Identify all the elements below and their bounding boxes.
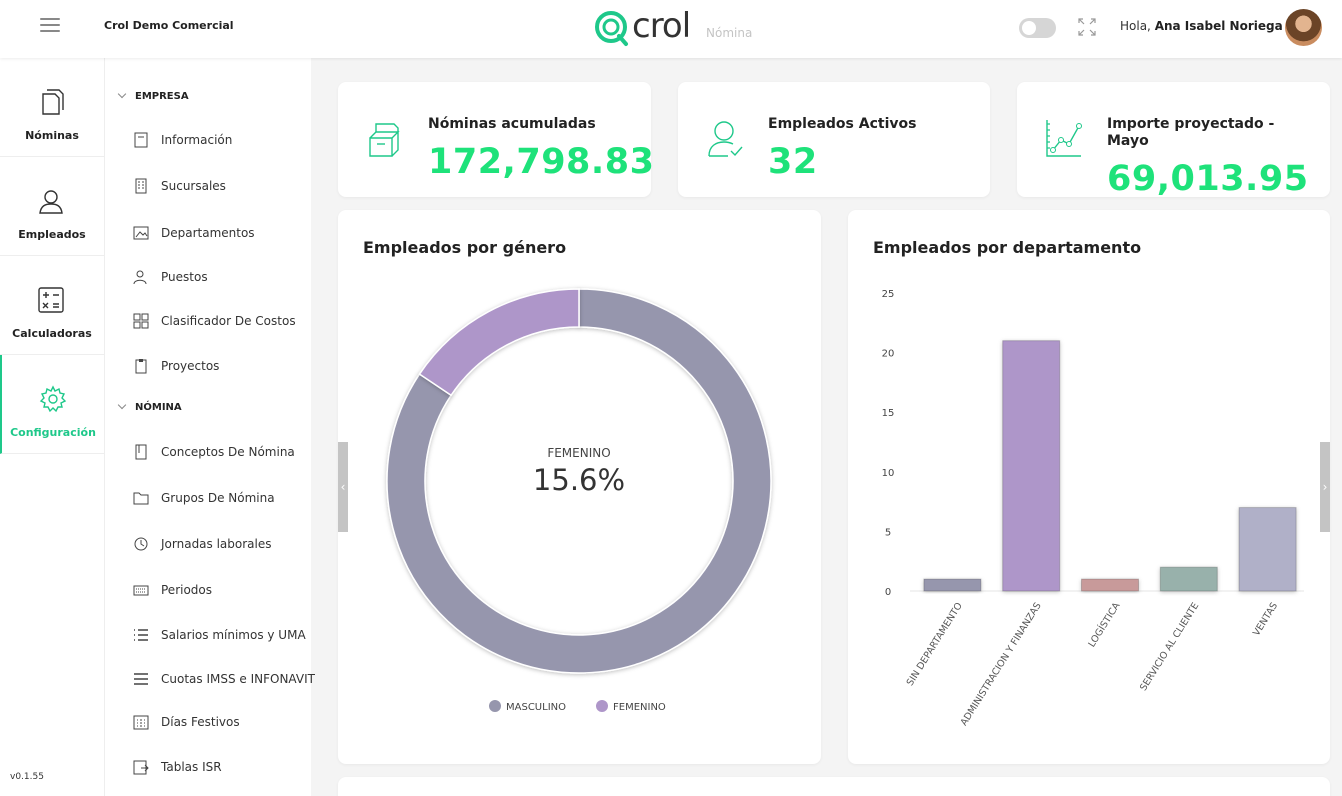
folder-icon [133, 492, 149, 505]
carousel-next-arrow[interactable]: › [1320, 442, 1330, 532]
x-tick-label: SIN DEPARTAMENTO [905, 601, 965, 688]
kpi-value: 32 [768, 142, 818, 182]
chart-card-departamento: Empleados por departamento 0 5 10 15 20 25 SI… [848, 210, 1330, 764]
top-header: Crol Demo Comercial crol Nómina Hola, An… [0, 0, 1342, 58]
x-tick-label: LOGÍSTICA [1086, 600, 1123, 649]
section-empresa[interactable]: EMPRESA [117, 89, 189, 102]
legend-label[interactable]: FEMENINO [613, 702, 666, 713]
bar[interactable] [1159, 566, 1218, 592]
rail-item-calculadoras[interactable]: Calculadoras [0, 256, 104, 355]
book-icon [135, 444, 147, 460]
chevron-down-icon [117, 400, 127, 410]
chart-title: Empleados por departamento [873, 238, 1142, 257]
donut-center-label: FEMENINO [547, 446, 610, 460]
donut-center-value: 15.6% [533, 463, 625, 497]
fullscreen-icon[interactable] [1078, 18, 1096, 36]
y-tick-label: 10 [882, 468, 895, 479]
line-chart-icon [1046, 120, 1082, 157]
menu-lines-icon [134, 673, 148, 685]
donut-slice-masculino[interactable] [386, 288, 772, 674]
clock-icon [134, 537, 148, 551]
logo-subtitle: Nómina [706, 26, 753, 40]
bar[interactable] [1081, 578, 1139, 592]
y-tick-label: 25 [882, 289, 895, 300]
user-name: Ana Isabel Noriega [1154, 19, 1283, 33]
x-tick-label: ADMINISTRACION Y FINANZAS [959, 601, 1044, 728]
chart-title: Empleados por género [363, 238, 567, 257]
keyboard-icon [133, 585, 149, 596]
legend-swatch [489, 700, 501, 712]
stacked-boxes-icon [369, 123, 400, 157]
table-export-icon [133, 760, 149, 775]
theme-toggle[interactable] [1019, 18, 1056, 38]
rail-item-nominas[interactable]: Nóminas [0, 58, 104, 157]
legend-label[interactable]: MASCULINO [506, 702, 566, 713]
chart-card-genero: Empleados por género FEMENINO 15.6% MASC… [338, 210, 821, 764]
gear-icon [39, 385, 67, 413]
calendar-icon [133, 715, 149, 730]
main-nav-rail: Nóminas Empleados Calculadoras Configura… [0, 58, 105, 796]
x-tick-label: VENTAS [1251, 601, 1280, 638]
people-icon [133, 270, 147, 285]
kpi-card-nominas: Nóminas acumuladas 172,798.83 [338, 82, 655, 197]
kpi-card-empleados: Empleados Activos 32 [678, 82, 990, 197]
avatar[interactable] [1285, 9, 1322, 46]
grid-icon [133, 313, 149, 329]
kpi-value: 69,013.95 [1107, 159, 1309, 199]
kpi-title: Empleados Activos [768, 116, 917, 132]
chevron-down-icon [117, 89, 127, 99]
rail-item-configuracion[interactable]: Configuración [0, 355, 104, 454]
hamburger-menu-icon[interactable] [40, 18, 60, 34]
info-doc-icon [134, 132, 148, 148]
user-greeting: Hola, Ana Isabel Noriega [1120, 19, 1283, 33]
kpi-value: 172,798.83 [428, 142, 655, 182]
y-tick-label: 0 [885, 587, 891, 598]
building-icon [135, 178, 147, 194]
y-tick-label: 20 [882, 349, 895, 360]
document-icon [42, 89, 64, 115]
logo-text: crol [632, 6, 691, 46]
app-version: v0.1.55 [10, 772, 44, 782]
bar[interactable] [923, 578, 982, 592]
kpi-card-importe: Importe proyectado - Mayo 69,013.95 [1017, 82, 1330, 199]
section-nomina[interactable]: NÓMINA [117, 400, 182, 413]
bottom-card [338, 777, 1330, 796]
list-icon [134, 629, 148, 641]
crol-logo-icon [595, 11, 628, 46]
rail-item-empleados[interactable]: Empleados [0, 157, 104, 256]
carousel-prev-arrow[interactable]: ‹ [338, 442, 348, 532]
user-check-icon [708, 121, 743, 157]
bar[interactable] [1002, 340, 1061, 592]
legend-swatch [596, 700, 608, 712]
x-tick-label: SERVICIO AL CLIENTE [1138, 601, 1201, 693]
config-submenu: EMPRESA Información Sucursales Departame… [105, 58, 315, 796]
y-tick-label: 15 [882, 408, 895, 419]
donut-slice-femenino[interactable] [418, 288, 580, 397]
y-tick-label: 5 [885, 527, 891, 538]
donut-chart: FEMENINO 15.6% MASCULINO FEMENINO [386, 288, 772, 713]
kpi-title: Importe proyectado - Mayo [1107, 116, 1275, 149]
clipboard-icon [135, 359, 147, 374]
company-name: Crol Demo Comercial [104, 19, 234, 32]
kpi-title: Nóminas acumuladas [428, 116, 596, 132]
image-frame-icon [133, 226, 149, 240]
bar-chart: 0 5 10 15 20 25 SIN DEPARTAMENTOADMINISTRACIO… [882, 289, 1304, 728]
bar[interactable] [1238, 507, 1297, 592]
calculator-icon [38, 287, 64, 313]
user-icon [39, 190, 63, 214]
